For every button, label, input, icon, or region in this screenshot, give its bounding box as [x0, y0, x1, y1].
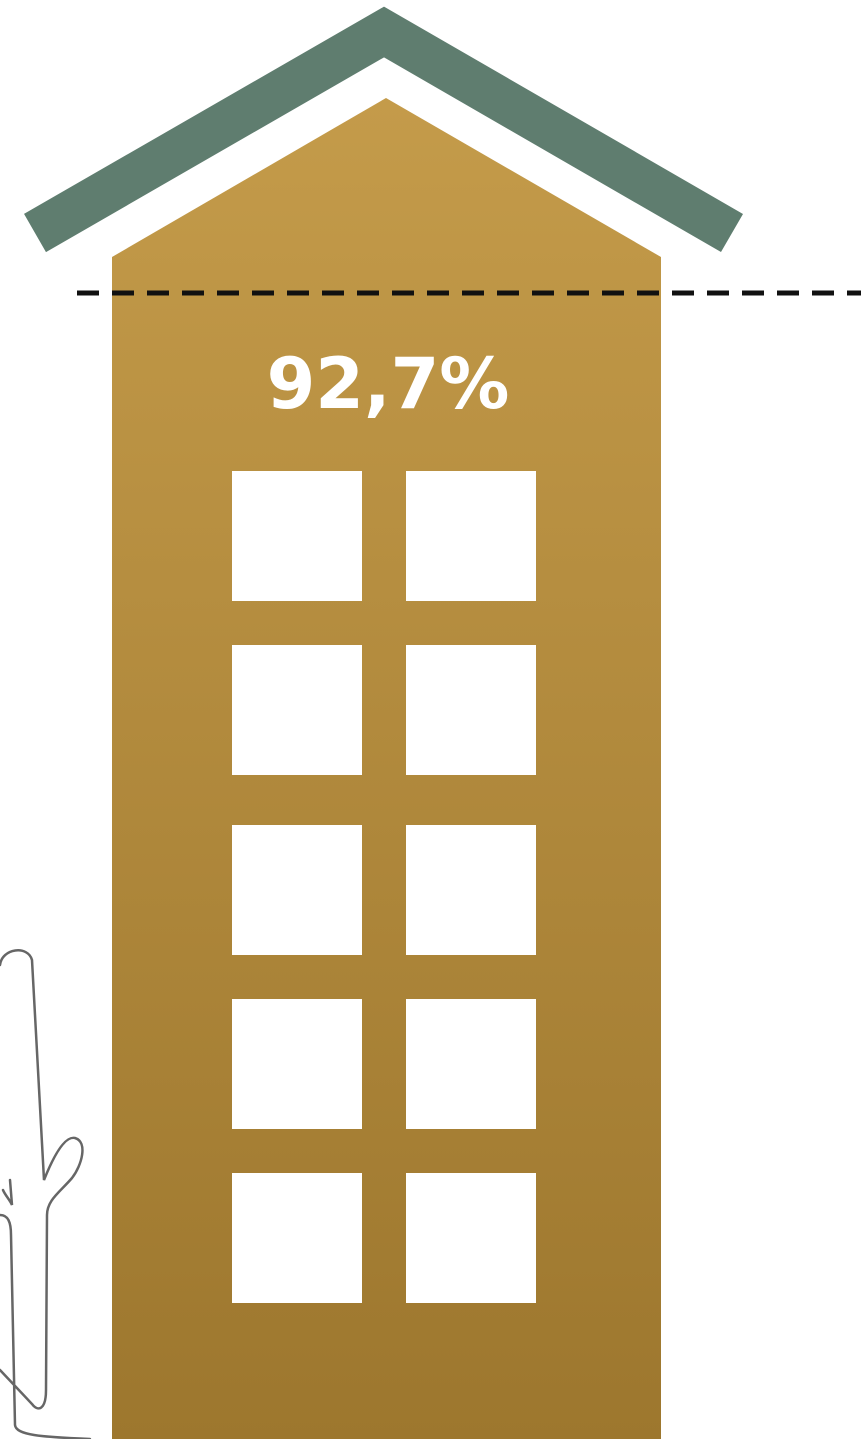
- building: [112, 98, 661, 1439]
- window: [232, 471, 362, 601]
- window: [406, 471, 536, 601]
- windows: [232, 471, 536, 1303]
- window: [232, 825, 362, 955]
- window: [232, 999, 362, 1129]
- window: [406, 999, 536, 1129]
- window: [406, 645, 536, 775]
- window: [406, 825, 536, 955]
- window: [232, 1173, 362, 1303]
- window: [232, 645, 362, 775]
- percentage-label: 92,7%: [267, 343, 510, 425]
- window: [406, 1173, 536, 1303]
- cactus-outline: [0, 949, 92, 1439]
- roof: [24, 6, 744, 253]
